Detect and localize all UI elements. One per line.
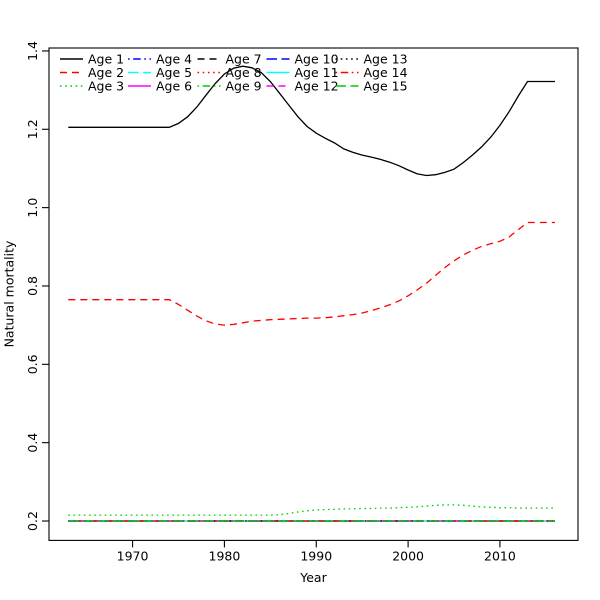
y-tick-label: 0.4 — [25, 433, 40, 453]
y-axis-title: Natural mortality — [2, 240, 17, 347]
legend-entry-age-8: Age 8 — [197, 65, 262, 80]
x-tick-label: 1990 — [300, 548, 332, 563]
legend-entry-age-9: Age 9 — [197, 78, 262, 93]
x-axis-title: Year — [299, 570, 327, 585]
x-tick-label: 2010 — [484, 548, 516, 563]
series-lines — [68, 65, 555, 522]
x-tick-label: 1970 — [117, 548, 149, 563]
legend-entry-age-15: Age 15 — [335, 78, 408, 93]
y-tick-label: 0.6 — [25, 354, 40, 374]
y-axis: 0.2 0.4 0.6 0.8 1.0 1.2 1.4 — [25, 41, 49, 531]
legend-label: Age 10 — [295, 51, 339, 66]
y-tick-label: 1.0 — [25, 198, 40, 218]
legend-entry-age-4: Age 4 — [128, 51, 192, 66]
legend-entry-age-1: Age 1 — [60, 51, 124, 66]
y-tick-label: 1.2 — [25, 119, 40, 139]
legend-entry-age-10: Age 10 — [266, 51, 339, 66]
legend-entry-age-5: Age 5 — [128, 65, 192, 80]
legend-label: Age 14 — [364, 65, 408, 80]
legend-label: Age 7 — [226, 51, 262, 66]
x-axis: 1970 1980 1990 2000 2010 — [117, 540, 516, 563]
y-tick-label: 0.8 — [25, 276, 40, 296]
legend-label: Age 8 — [226, 65, 262, 80]
legend-label: Age 1 — [88, 51, 124, 66]
legend-label: Age 3 — [88, 78, 124, 93]
legend-label: Age 11 — [295, 65, 339, 80]
series-line-age-1 — [68, 65, 555, 177]
legend-label: Age 6 — [156, 78, 192, 93]
plot-border — [48, 47, 579, 541]
legend-entry-age-7: Age 7 — [197, 51, 262, 66]
legend-label: Age 4 — [156, 51, 192, 66]
legend-entry-age-13: Age 13 — [335, 51, 408, 66]
legend-label: Age 15 — [364, 78, 408, 93]
series-line-age-2 — [68, 221, 555, 326]
legend-entry-age-12: Age 12 — [266, 78, 339, 93]
y-tick-label: 0.2 — [25, 511, 40, 531]
legend-entry-age-2: Age 2 — [60, 65, 124, 80]
legend-label: Age 2 — [88, 65, 124, 80]
y-tick-label: 1.4 — [25, 41, 40, 61]
x-tick-label: 2000 — [392, 548, 424, 563]
series-line-age-3 — [68, 504, 555, 516]
legend-label: Age 12 — [295, 78, 339, 93]
legend-entry-age-3: Age 3 — [60, 78, 124, 93]
legend-label: Age 5 — [156, 65, 192, 80]
legend-entry-age-11: Age 11 — [266, 65, 339, 80]
legend-label: Age 9 — [226, 78, 262, 93]
legend-entry-age-6: Age 6 — [128, 78, 192, 93]
legend-entry-age-14: Age 14 — [335, 65, 408, 80]
legend-label: Age 13 — [364, 51, 408, 66]
x-tick-label: 1980 — [209, 548, 241, 563]
